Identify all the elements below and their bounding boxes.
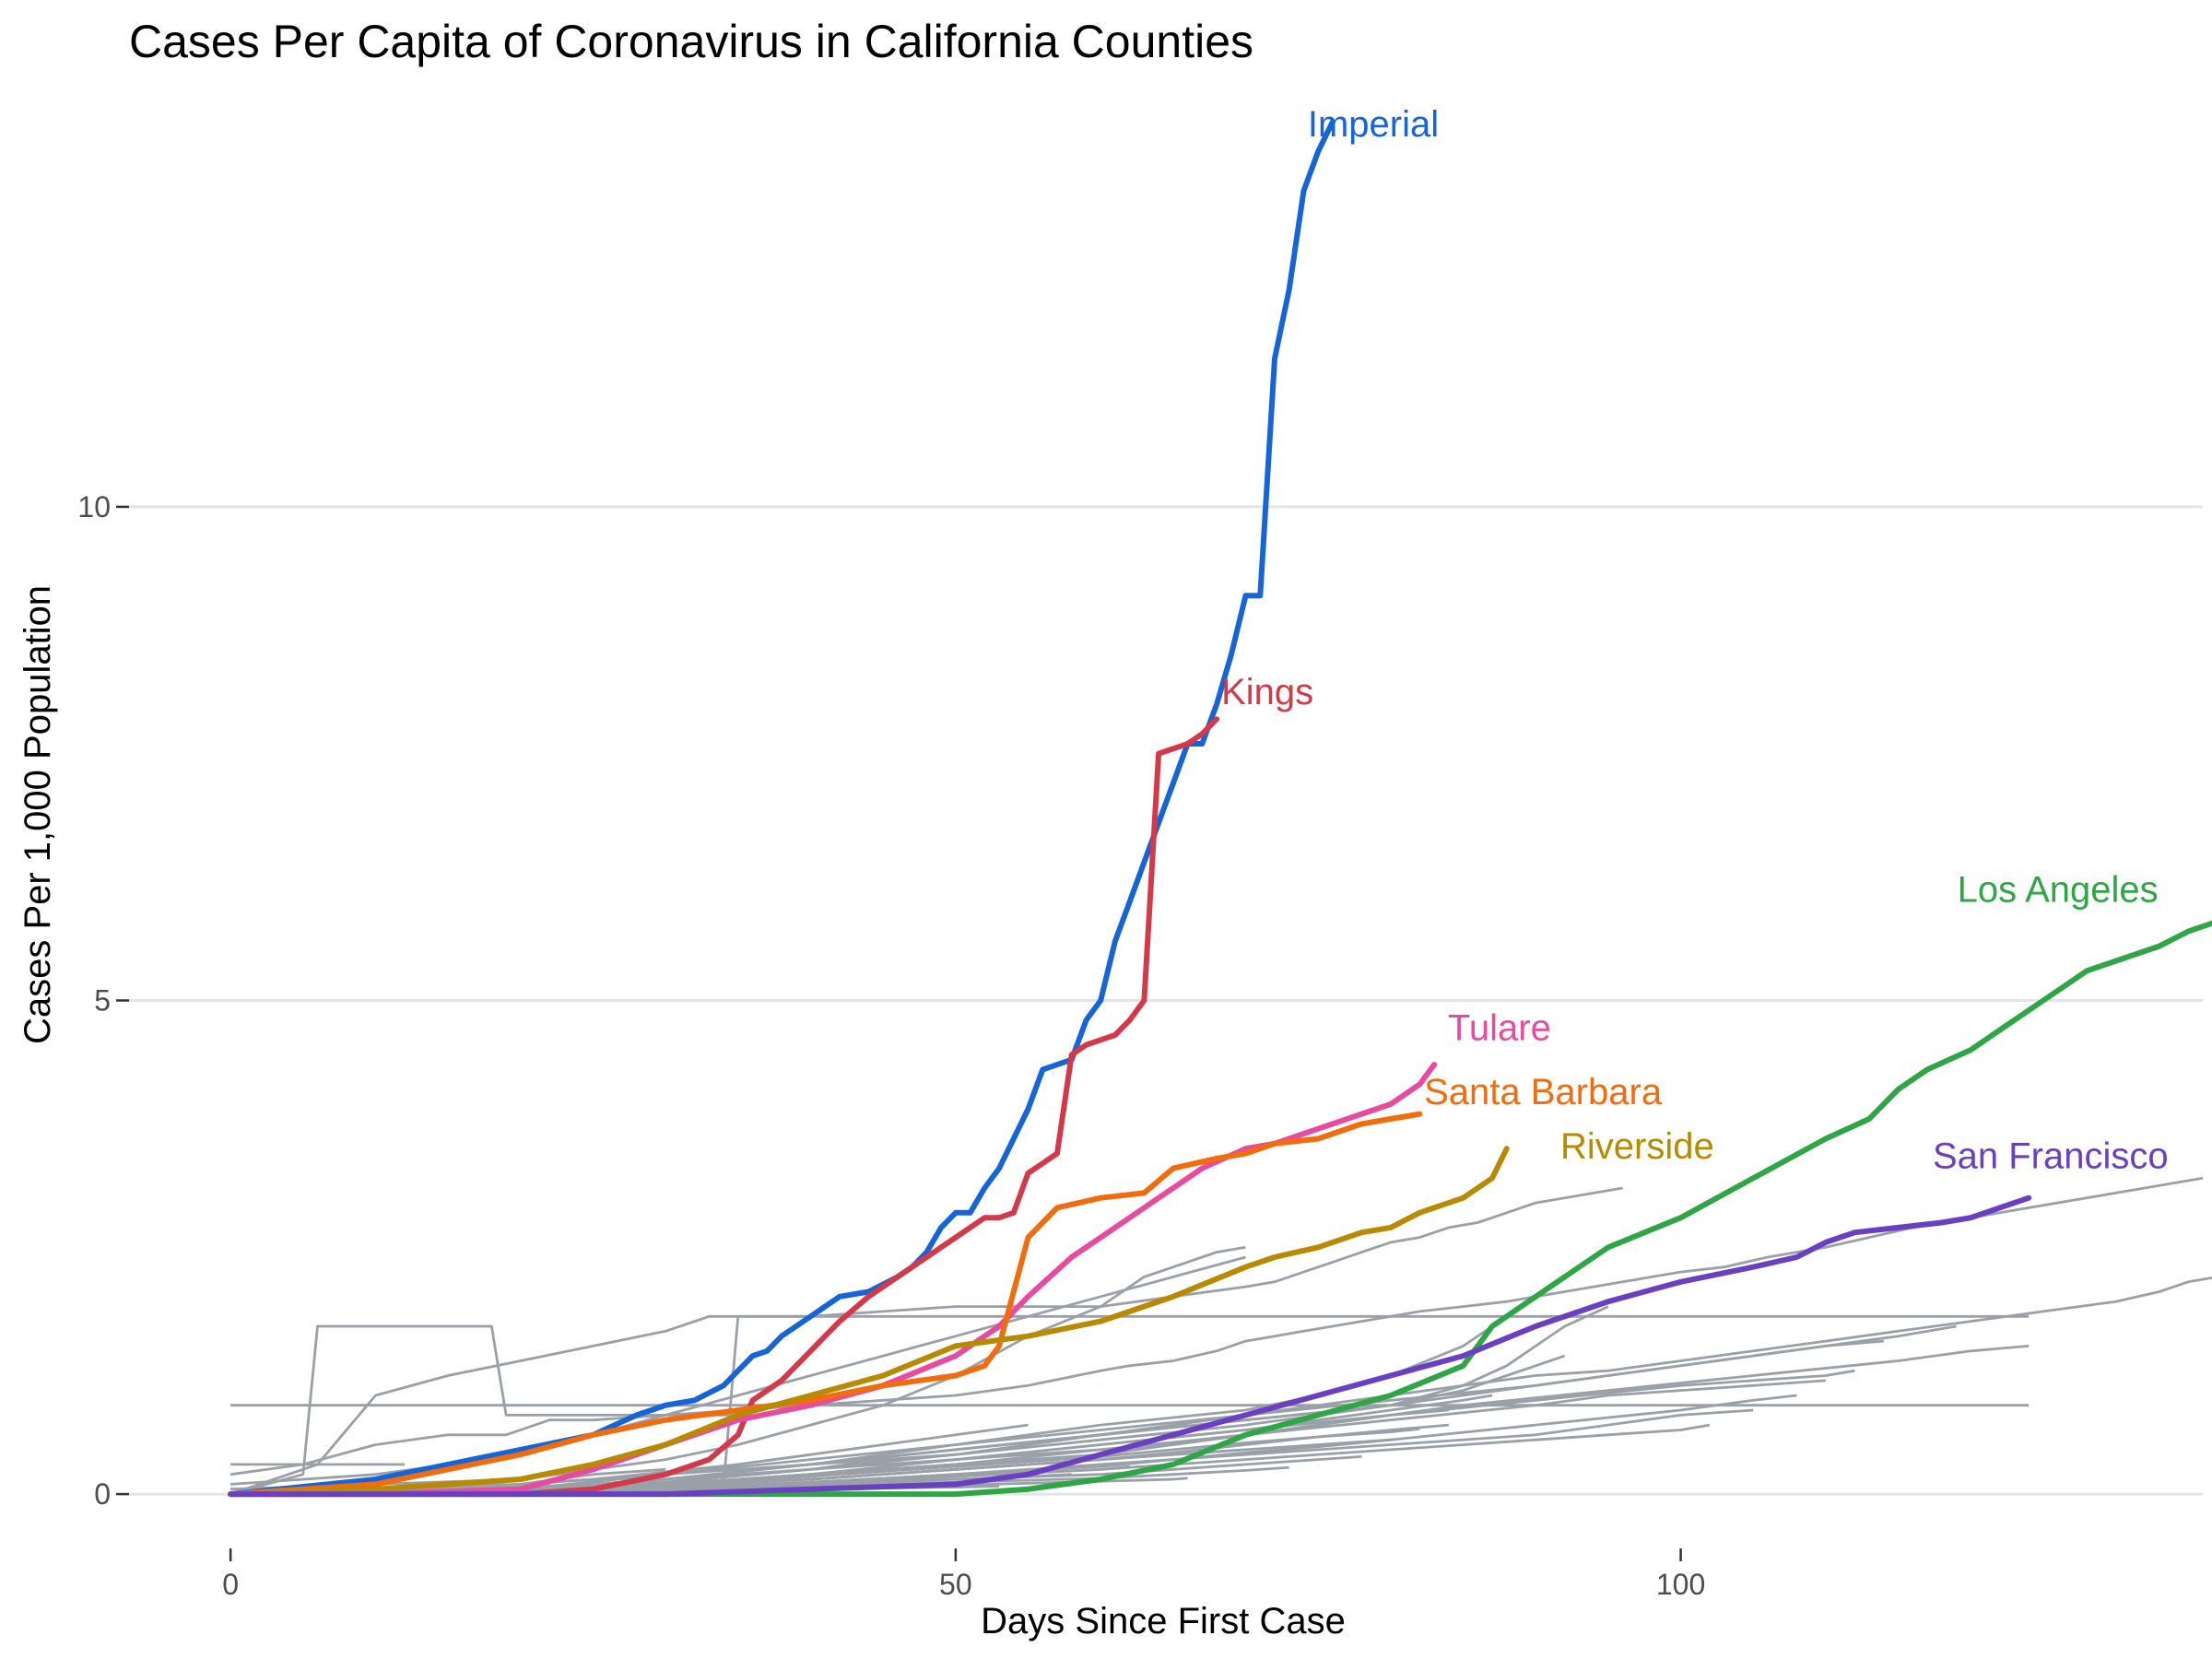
chart-title: Cases Per Capita of Coronavirus in Calif…	[129, 16, 1253, 67]
series-label-tulare: Tulare	[1448, 1007, 1551, 1048]
x-axis-title: Days Since First Case	[981, 1601, 1346, 1641]
y-tick-label-0: 0	[94, 1477, 111, 1511]
y-axis-title: Cases Per 1,000 Population	[18, 585, 58, 1044]
x-tick-label-0: 0	[222, 1568, 239, 1601]
series-line-santa-barbara	[228, 1111, 1423, 1498]
background-series-line-3	[229, 1176, 2204, 1477]
series-line-los-angeles	[228, 920, 2212, 1498]
background-series-line-1	[229, 1324, 738, 1496]
series-line-imperial	[228, 119, 1335, 1498]
y-tick-label-10: 10	[77, 490, 111, 524]
series-line-riverside	[228, 1146, 1510, 1498]
series-label-santa-barbara: Santa Barbara	[1424, 1072, 1663, 1112]
series-label-kings: Kings	[1221, 672, 1313, 712]
y-tick-label-5: 5	[94, 983, 111, 1017]
highlighted-series-layer	[228, 119, 2212, 1498]
series-line-kings	[228, 716, 1220, 1498]
series-label-riverside: Riverside	[1560, 1126, 1714, 1167]
series-label-layer: Imperial Kings Los Angeles Tulare Santa Barb…	[1221, 104, 2169, 1176]
x-tick-label-100: 100	[1656, 1568, 1705, 1601]
series-line-san-francisco	[228, 1194, 2032, 1498]
series-label-san-francisco: San Francisco	[1933, 1136, 2169, 1177]
x-tick-label-50: 50	[939, 1568, 972, 1601]
series-label-imperial: Imperial	[1308, 104, 1439, 145]
series-label-los-angeles: Los Angeles	[1958, 869, 2159, 910]
